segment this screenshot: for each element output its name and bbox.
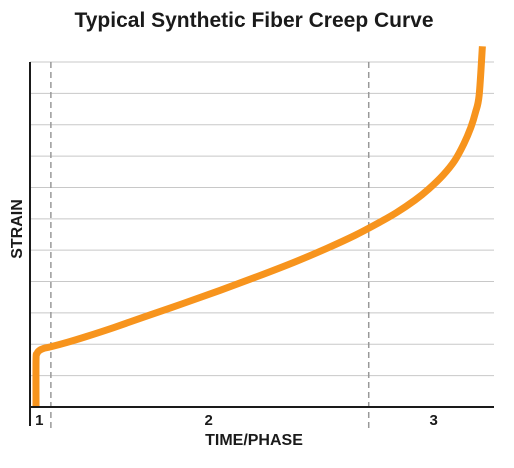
phase-label: 2 (204, 412, 212, 429)
phase-label: 3 (430, 412, 438, 429)
y-axis-label: STRAIN (9, 199, 26, 259)
grid-layer (30, 61, 494, 377)
x-axis-label: TIME/PHASE (205, 432, 303, 449)
phase-divider-layer (50, 62, 370, 430)
phase-label-layer: 1 2 3 (35, 412, 438, 429)
chart-title: Typical Synthetic Fiber Creep Curve (74, 9, 433, 32)
phase-label: 1 (35, 412, 43, 429)
series-layer (32, 46, 486, 408)
creep-curve-line (32, 46, 486, 408)
